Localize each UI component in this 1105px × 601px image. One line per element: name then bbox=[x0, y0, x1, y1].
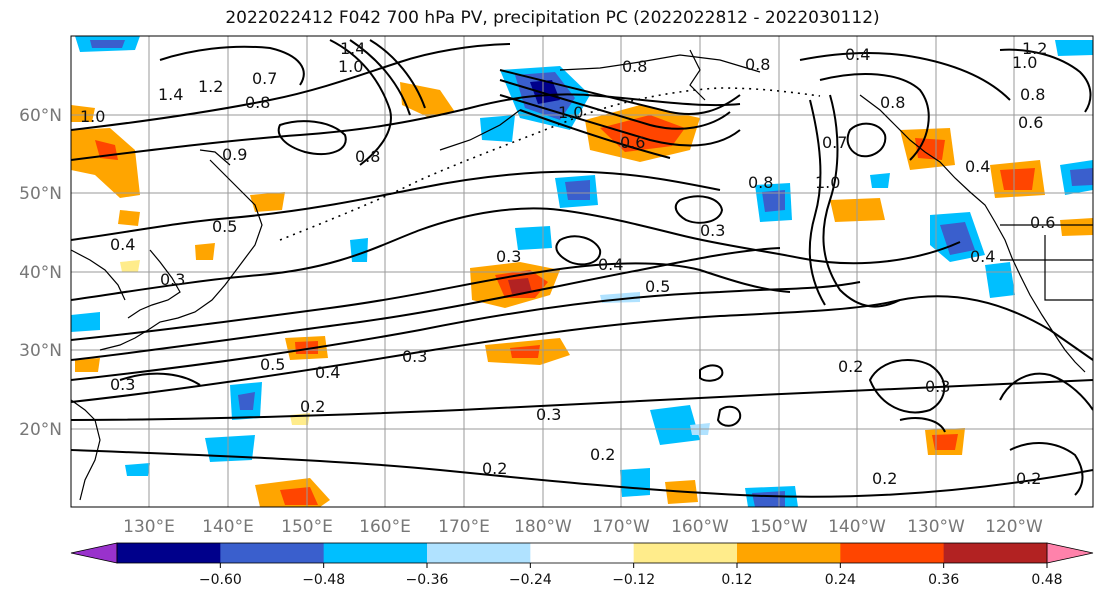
contour-labels: 1.4 1.2 1.0 0.7 0.8 0.9 1.0 0.8 0.5 0.4 … bbox=[80, 39, 1055, 488]
contour-label: 0.3 bbox=[160, 270, 185, 289]
colorbar-tick-label: −0.12 bbox=[612, 572, 655, 588]
contour-label: 0.6 bbox=[1030, 213, 1055, 232]
colorbar-segment bbox=[943, 543, 1048, 563]
lon-label: 170°W bbox=[592, 517, 650, 537]
contour-label: 0.8 bbox=[745, 55, 770, 74]
lat-label: 40°N bbox=[19, 263, 62, 283]
contour-label: 1.2 bbox=[198, 77, 223, 96]
pv-contours bbox=[71, 39, 1093, 498]
colorbar-tick-label: −0.48 bbox=[302, 572, 345, 588]
lon-label: 130°W bbox=[907, 517, 965, 537]
contour-label: 0.8 bbox=[748, 173, 773, 192]
contour-label: 0.3 bbox=[402, 347, 427, 366]
colorbar-segment bbox=[117, 543, 221, 563]
contour-label: 0.3 bbox=[536, 405, 561, 424]
contour-label: 0.2 bbox=[590, 445, 615, 464]
contour-label: 0.3 bbox=[700, 221, 725, 240]
lon-label: 140°W bbox=[828, 517, 886, 537]
colorbar-segment bbox=[633, 543, 738, 563]
contour-label: 0.3 bbox=[925, 377, 950, 396]
colorbar-tick-label: 0.36 bbox=[928, 572, 959, 588]
contour-label: 0.7 bbox=[252, 69, 277, 88]
contour-label: 1.0 bbox=[815, 173, 840, 192]
map-title: 2022022412 F042 700 hPa PV, precipitatio… bbox=[225, 8, 880, 28]
contour-label: 0.6 bbox=[1018, 113, 1043, 132]
contour-label: 0.2 bbox=[300, 397, 325, 416]
contour-label: 0.8 bbox=[1020, 85, 1045, 104]
lat-label: 60°N bbox=[19, 106, 62, 126]
contour-label: 1.0 bbox=[80, 107, 105, 126]
contour-label: 0.4 bbox=[110, 235, 135, 254]
colorbar-tick-label: 0.12 bbox=[721, 572, 752, 588]
lon-labels: 130°E 140°E 150°E 160°E 170°E 180°W 170°… bbox=[123, 517, 1043, 537]
contour-label: 0.3 bbox=[110, 375, 135, 394]
gridlines bbox=[71, 36, 1093, 507]
coastlines bbox=[71, 49, 1093, 501]
lat-labels: 60°N 50°N 40°N 30°N 20°N bbox=[19, 106, 62, 440]
contour-label: 0.7 bbox=[822, 133, 847, 152]
contour-label: 0.2 bbox=[838, 357, 863, 376]
lon-label: 150°W bbox=[750, 517, 808, 537]
lat-label: 50°N bbox=[19, 184, 62, 204]
contour-label: 1.0 bbox=[1012, 53, 1037, 72]
contour-label: 1.0 bbox=[558, 103, 583, 122]
lon-label: 180°W bbox=[514, 517, 572, 537]
colorbar-segment bbox=[427, 543, 531, 563]
lon-label: 130°E bbox=[123, 517, 175, 537]
contour-label: 0.2 bbox=[482, 459, 507, 478]
lon-label: 160°W bbox=[671, 517, 729, 537]
map-frame bbox=[70, 35, 1094, 508]
boundary-line bbox=[279, 87, 821, 241]
contour-label: 0.4 bbox=[970, 247, 995, 266]
contour-label: 0.5 bbox=[212, 217, 237, 236]
colorbar-segment bbox=[840, 543, 945, 563]
contour-label: 0.8 bbox=[880, 93, 905, 112]
colorbar-segment bbox=[323, 543, 428, 563]
contour-label: 0.8 bbox=[355, 147, 380, 166]
colorbar-tick-label: −0.36 bbox=[406, 572, 449, 588]
colorbar-segment bbox=[737, 543, 841, 563]
contour-label: 0.8 bbox=[245, 93, 270, 112]
contour-label: 0.4 bbox=[965, 157, 990, 176]
lon-label: 140°E bbox=[202, 517, 254, 537]
contour-label: 0.3 bbox=[496, 247, 521, 266]
contour-label: 0.4 bbox=[315, 363, 340, 382]
contour-label: 0.2 bbox=[1016, 469, 1041, 488]
contour-label: 1.2 bbox=[1022, 39, 1047, 58]
colorbar-tick-label: −0.60 bbox=[199, 572, 242, 588]
contour-label: 0.2 bbox=[872, 469, 897, 488]
precip-shading bbox=[71, 36, 1093, 507]
contour-label: 1.0 bbox=[338, 57, 363, 76]
contour-label: 0.5 bbox=[645, 277, 670, 296]
contour-label: 0.9 bbox=[222, 145, 247, 164]
contour-label: 1.4 bbox=[158, 85, 183, 104]
colorbar-frame bbox=[116, 542, 1048, 564]
lon-label: 120°W bbox=[985, 517, 1043, 537]
colorbar-extend-right bbox=[1046, 542, 1094, 564]
colorbar-tick-label: −0.24 bbox=[509, 572, 552, 588]
contour-label: 0.6 bbox=[620, 133, 645, 152]
colorbar-extend-left bbox=[70, 542, 118, 564]
contour-label: 0.5 bbox=[260, 355, 285, 374]
lon-label: 160°E bbox=[359, 517, 411, 537]
lat-label: 30°N bbox=[19, 341, 62, 361]
contour-label: 0.4 bbox=[845, 45, 870, 64]
colorbar: −0.60 −0.48 −0.36 −0.24 −0.12 0.12 0.24 0.36 0.4… bbox=[70, 542, 1094, 588]
colorbar-segment bbox=[220, 543, 325, 563]
contour-label: 1.4 bbox=[340, 39, 365, 58]
colorbar-tick-label: 0.48 bbox=[1031, 572, 1062, 588]
colorbar-tick-label: 0.24 bbox=[825, 572, 856, 588]
contour-label: 0.8 bbox=[622, 57, 647, 76]
colorbar-segment bbox=[530, 543, 635, 563]
contour-label: 0.4 bbox=[598, 255, 623, 274]
lon-label: 150°E bbox=[281, 517, 333, 537]
lon-label: 170°E bbox=[438, 517, 490, 537]
lat-label: 20°N bbox=[19, 420, 62, 440]
